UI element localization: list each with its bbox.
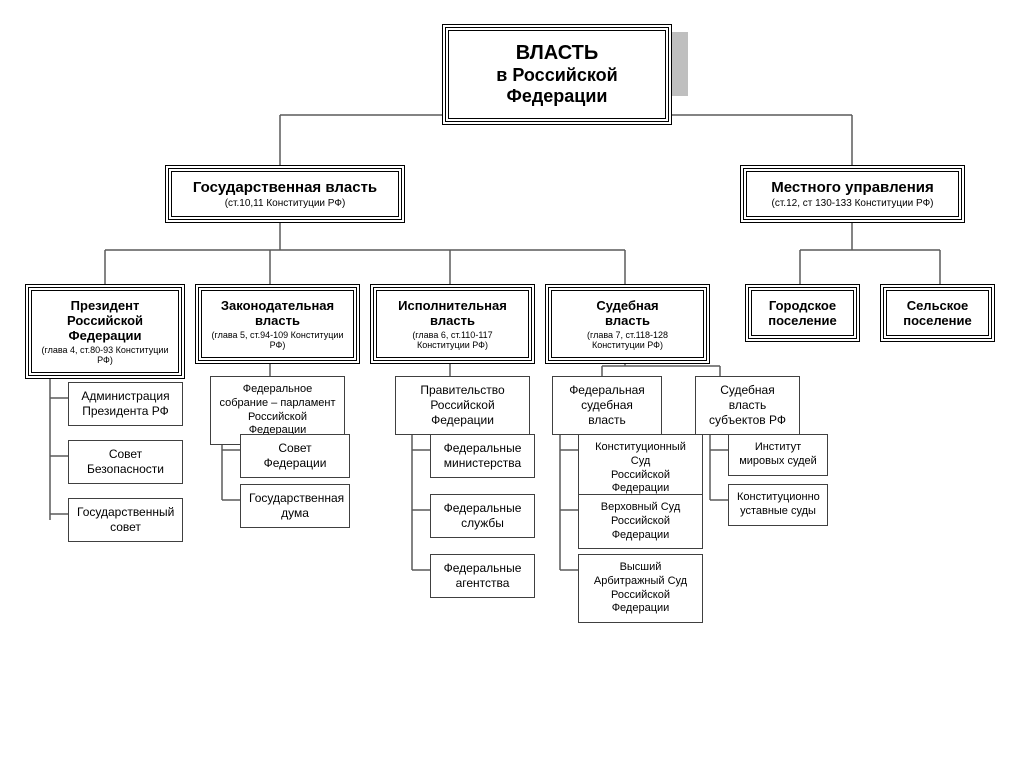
executive-child-0: Федеральные министерства (430, 434, 535, 478)
president-sub: (глава 4, ст.80-93 Конституции РФ) (41, 345, 169, 365)
executive-child-1: Федеральные службы (430, 494, 535, 538)
president-child-2: Государственный совет (68, 498, 183, 542)
local-sub: (ст.12, ст 130-133 Конституции РФ) (756, 198, 949, 209)
root-title: ВЛАСТЬ (474, 42, 640, 65)
judicial-fed-parent: Федеральная судебная власть (552, 376, 662, 435)
local-title: Местного управления (756, 179, 949, 196)
rural-title: Сельское поселение (896, 298, 979, 328)
legislative-child-0: Совет Федерации (240, 434, 350, 478)
judicial-title: Судебная власть (561, 298, 694, 328)
gov-sub: (ст.10,11 Конституции РФ) (181, 198, 389, 209)
president-node: Президент Российской Федерации (глава 4,… (25, 284, 185, 379)
city-title: Городское поселение (761, 298, 844, 328)
president-child-0: Администрация Президента РФ (68, 382, 183, 426)
rural-node: Сельское поселение (880, 284, 995, 342)
legislative-sub: (глава 5, ст.94-109 Конституции РФ) (211, 330, 344, 350)
judicial-fed-child-2: Высший Арбитражный Суд Российской Федера… (578, 554, 703, 623)
local-node: Местного управления (ст.12, ст 130-133 К… (740, 165, 965, 223)
org-chart: ВЛАСТЬ в Российской Федерации Государств… (0, 0, 1024, 767)
executive-parent: Правительство Российской Федерации (395, 376, 530, 435)
president-title: Президент Российской Федерации (41, 298, 169, 343)
root-node: ВЛАСТЬ в Российской Федерации (442, 24, 672, 125)
executive-sub: (глава 6, ст.110-117 Конституции РФ) (386, 330, 519, 350)
legislative-node: Законодательная власть (глава 5, ст.94-1… (195, 284, 360, 364)
executive-child-2: Федеральные агентства (430, 554, 535, 598)
legislative-child-1: Государственная дума (240, 484, 350, 528)
judicial-fed-child-1: Верховный Суд Российской Федерации (578, 494, 703, 549)
legislative-title: Законодательная власть (211, 298, 344, 328)
gov-node: Государственная власть (ст.10,11 Констит… (165, 165, 405, 223)
judicial-subj-parent: Судебная власть субъектов РФ (695, 376, 800, 435)
judicial-subj-child-1: Конституционно уставные суды (728, 484, 828, 526)
executive-title: Исполнительная власть (386, 298, 519, 328)
president-child-1: Совет Безопасности (68, 440, 183, 484)
judicial-node: Судебная власть (глава 7, ст.118-128 Кон… (545, 284, 710, 364)
city-node: Городское поселение (745, 284, 860, 342)
executive-node: Исполнительная власть (глава 6, ст.110-1… (370, 284, 535, 364)
gov-title: Государственная власть (181, 179, 389, 196)
judicial-subj-child-0: Институт мировых судей (728, 434, 828, 476)
judicial-fed-child-0: Конституционный Суд Российской Федерации (578, 434, 703, 503)
root-sub: в Российской Федерации (474, 65, 640, 107)
judicial-sub: (глава 7, ст.118-128 Конституции РФ) (561, 330, 694, 350)
